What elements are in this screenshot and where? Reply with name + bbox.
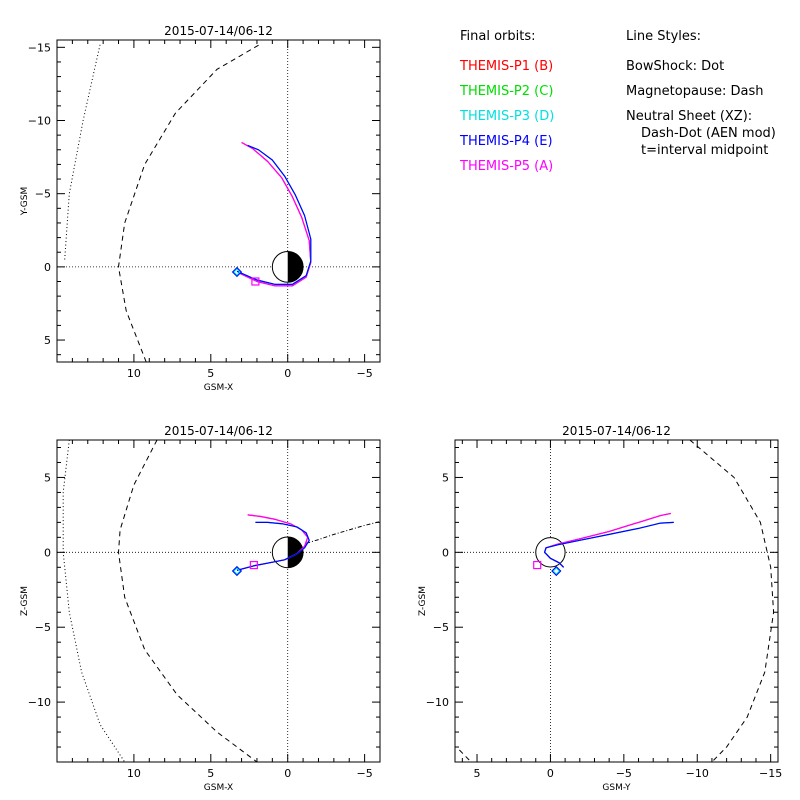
- square-marker: [251, 277, 260, 286]
- bow-shock-line: [62, 440, 126, 762]
- legend-probe-p4: THEMIS-P4 (E): [459, 134, 553, 149]
- diamond-marker-edge: [231, 565, 243, 577]
- legend-probe-p5: THEMIS-P5 (A): [459, 159, 553, 174]
- plot-area: [57, 440, 380, 762]
- square-marker: [249, 560, 258, 570]
- x-tick-label: −5: [357, 767, 373, 780]
- bow-shock-line: [64, 44, 101, 260]
- x-tick-label: 10: [127, 767, 141, 780]
- legend-style-magnetopause: Magnetopause: Dash: [626, 84, 763, 99]
- magnetopause-line: [117, 43, 261, 362]
- legend-orbits-title: Final orbits:: [460, 29, 536, 44]
- plot-frame: [56, 39, 381, 363]
- plot-area: [57, 40, 380, 362]
- magnetopause-line: [117, 440, 258, 762]
- chart-title: 2015-07-14/06-12: [164, 24, 273, 38]
- diamond-marker: [552, 567, 561, 575]
- x-tick-label: 10: [127, 367, 141, 380]
- square-marker: [533, 560, 542, 570]
- legend-style-dash-dot: Dash-Dot (AEN mod): [641, 126, 776, 141]
- legend-probe-p1: THEMIS-P1 (B): [459, 59, 553, 74]
- diamond-marker: [233, 268, 241, 276]
- x-tick-label: −5: [357, 367, 373, 380]
- y-tick-label: 0: [442, 546, 449, 559]
- x-tick-label: 5: [207, 767, 214, 780]
- legend-style-neutral-sheet: Neutral Sheet (XZ):: [626, 109, 752, 124]
- magnetopause-line: [689, 440, 775, 762]
- magnetopause-line-left: [459, 749, 472, 762]
- y-tick-label: 0: [44, 546, 51, 559]
- chart-panel-1: 10 5 0 −5 5 0 −5 −10 −15 2015-07-14/06-12 GSM-X Y-G…: [20, 24, 381, 393]
- x-tick-label: −10: [686, 767, 709, 780]
- x-tick-label: 0: [547, 767, 554, 780]
- x-tick-label: 0: [284, 767, 291, 780]
- x-tick-label: −15: [759, 767, 782, 780]
- y-tick-label: 5: [442, 471, 449, 484]
- orbit-themis-p4: [236, 521, 310, 571]
- chart-title: 2015-07-14/06-12: [562, 424, 671, 438]
- legend-style-midpoint: t=interval midpoint: [641, 143, 768, 158]
- orbit-themis-p5: [238, 141, 312, 287]
- x-axis-label: GSM-X: [204, 383, 233, 393]
- legend: Final orbits: THEMIS-P1 (B) THEMIS-P2 (C…: [459, 29, 776, 174]
- panels: 10 5 0 −5 5 0 −5 −10 −15 2015-07-14/06-12 GSM-X Y-G…: [20, 24, 782, 793]
- x-tick-label: 5: [207, 367, 214, 380]
- x-tick-label: 5: [474, 767, 481, 780]
- y-tick-label: −15: [28, 41, 51, 54]
- y-tick-label: 5: [44, 334, 51, 347]
- x-tick-label: −5: [616, 767, 632, 780]
- legend-probe-p3: THEMIS-P3 (D): [459, 109, 554, 124]
- earth-night-side: [287, 251, 304, 283]
- y-axis-label: Z-GSM: [418, 586, 428, 616]
- y-tick-label: −5: [35, 621, 51, 634]
- orbit-themis-p4: [543, 521, 674, 568]
- orbit-themis-p3: [543, 521, 674, 568]
- plot-frame: [454, 439, 779, 763]
- chart-panel-3: 5 0 −5 −10 −15 5 0 −5 −10 2015-07-14/06-12 GSM-Y Z-…: [418, 424, 782, 793]
- orbit-themis-p4: [236, 144, 312, 285]
- chart-title: 2015-07-14/06-12: [164, 424, 273, 438]
- diamond-marker-edge: [231, 266, 243, 278]
- chart-panel-2: 10 5 0 −5 5 0 −5 −10 2015-07-14/06-12 GSM-X Z-GSM: [20, 424, 381, 793]
- legend-styles-title: Line Styles:: [626, 29, 701, 44]
- x-axis-label: GSM-Y: [602, 783, 631, 793]
- plot-area: [455, 440, 778, 762]
- y-axis-label: Z-GSM: [20, 586, 30, 616]
- legend-style-bowshock: BowShock: Dot: [626, 59, 724, 74]
- plot-frame: [56, 439, 381, 763]
- x-tick-label: 0: [284, 367, 291, 380]
- neutral-sheet-line: [306, 521, 380, 544]
- legend-probe-p2: THEMIS-P2 (C): [459, 84, 553, 99]
- y-tick-label: −5: [433, 621, 449, 634]
- earth-night-side: [287, 536, 304, 568]
- diamond-marker: [233, 567, 241, 575]
- y-tick-label: −10: [426, 696, 449, 709]
- y-tick-label: −5: [35, 188, 51, 201]
- y-axis-label: Y-GSM: [20, 187, 30, 216]
- diamond-marker-edge: [551, 565, 562, 577]
- x-axis-label: GSM-X: [204, 783, 233, 793]
- y-tick-label: −10: [28, 696, 51, 709]
- y-tick-label: −10: [28, 115, 51, 128]
- y-tick-label: 5: [44, 471, 51, 484]
- y-tick-label: 0: [44, 261, 51, 274]
